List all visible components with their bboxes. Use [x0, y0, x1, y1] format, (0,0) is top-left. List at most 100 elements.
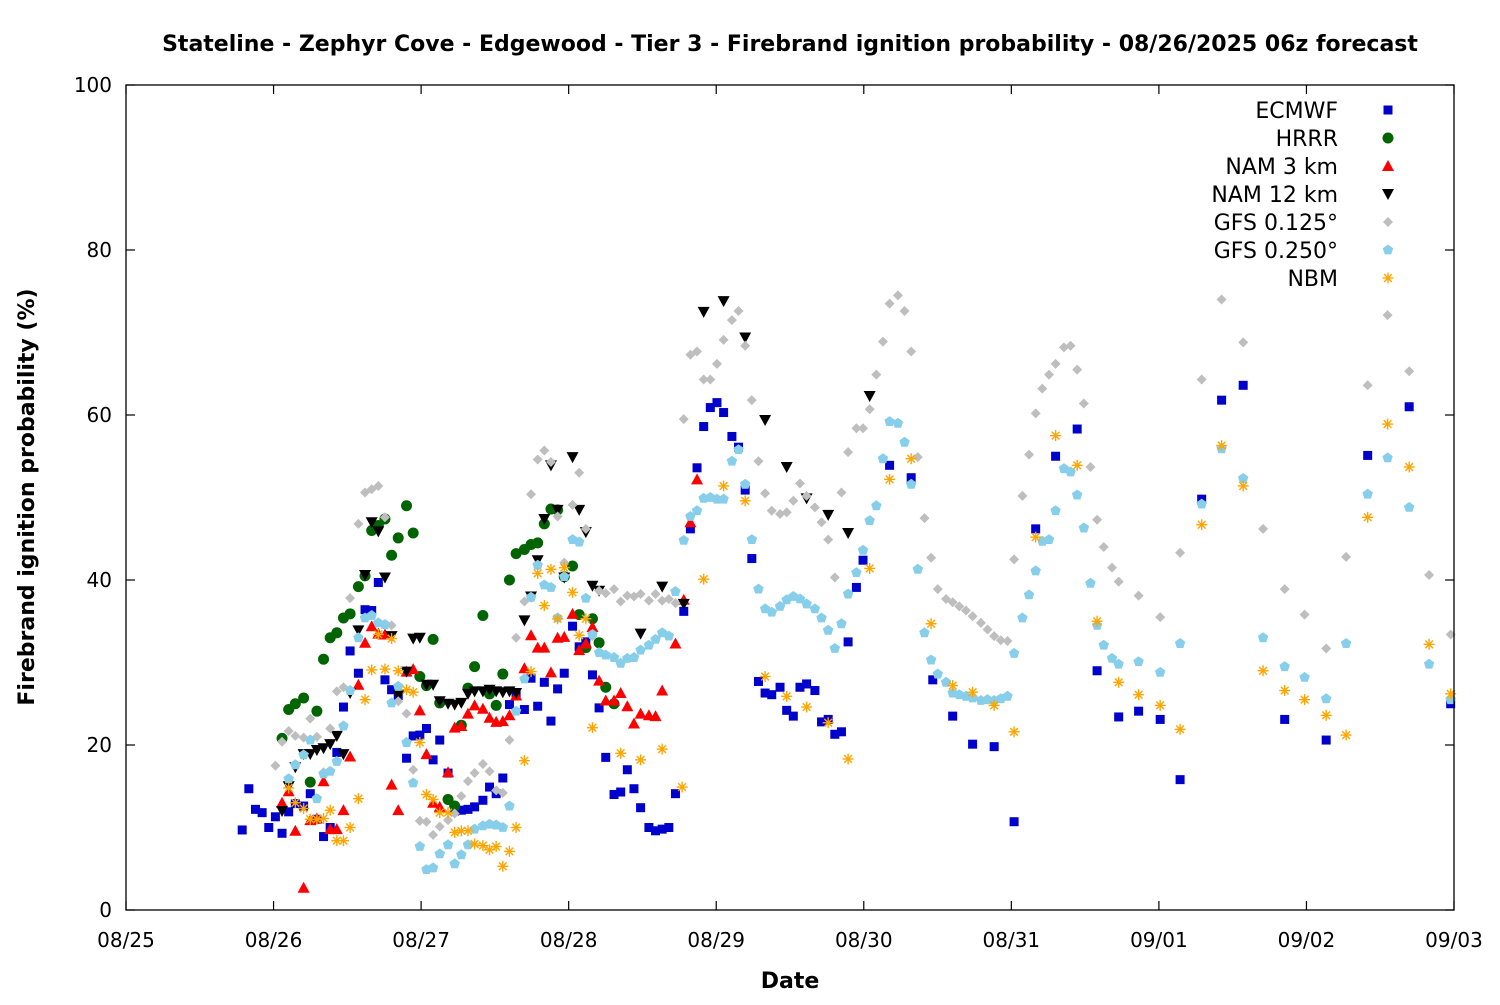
data-point	[427, 793, 439, 805]
data-point	[510, 822, 522, 833]
data-point	[420, 789, 432, 800]
legend-label: GFS 0.125°	[1214, 211, 1338, 236]
data-point	[567, 560, 579, 572]
data-point	[726, 315, 737, 326]
data-point	[414, 841, 426, 851]
data-point	[408, 764, 419, 775]
data-point	[449, 800, 461, 812]
data-point	[317, 743, 330, 755]
data-point	[497, 668, 509, 680]
data-point	[1133, 689, 1145, 701]
data-point	[566, 452, 579, 464]
data-point	[1050, 358, 1061, 369]
data-point	[324, 739, 337, 751]
series-gfs-0-250-	[283, 416, 1456, 874]
y-tick-label: 60	[87, 403, 112, 427]
data-point	[1113, 576, 1124, 587]
data-point	[449, 858, 460, 869]
data-point	[1279, 584, 1290, 595]
data-point	[428, 829, 439, 840]
data-point	[697, 306, 710, 318]
data-point	[353, 668, 363, 678]
data-point	[932, 668, 943, 679]
data-point	[1133, 656, 1144, 667]
data-point	[421, 816, 432, 827]
data-point	[967, 686, 979, 698]
data-point	[552, 511, 563, 522]
data-point	[331, 686, 342, 697]
data-point	[545, 457, 556, 468]
x-tick-label: 09/03	[1425, 928, 1483, 952]
data-point	[692, 463, 702, 473]
data-point	[836, 618, 847, 629]
data-point	[851, 567, 862, 577]
data-point	[462, 776, 473, 787]
data-point	[1321, 735, 1331, 745]
data-point	[1113, 676, 1125, 688]
data-point	[455, 825, 467, 837]
data-point	[698, 573, 710, 585]
data-point	[1237, 480, 1249, 492]
data-point	[498, 773, 508, 783]
data-point	[477, 758, 488, 769]
data-point	[497, 860, 509, 872]
data-point	[290, 730, 301, 741]
x-tick-label: 09/01	[1130, 928, 1188, 952]
data-point	[609, 790, 619, 799]
data-point	[1320, 693, 1332, 704]
data-point	[532, 567, 544, 579]
data-point	[311, 705, 323, 717]
data-point	[559, 668, 569, 678]
data-point	[733, 444, 744, 455]
data-point	[871, 369, 882, 380]
data-point	[546, 716, 556, 726]
data-point	[401, 500, 413, 512]
data-point	[469, 661, 481, 673]
data-point	[988, 699, 1000, 711]
data-point	[1092, 666, 1102, 676]
data-point	[392, 532, 404, 544]
data-point	[353, 632, 364, 643]
data-point	[551, 504, 564, 516]
data-point	[497, 787, 508, 798]
data-point	[926, 552, 937, 563]
data-point	[448, 699, 461, 711]
data-point	[733, 306, 744, 317]
data-point	[864, 562, 876, 574]
data-point	[415, 730, 425, 740]
data-point	[567, 499, 578, 510]
data-point	[699, 422, 709, 432]
data-point	[385, 778, 398, 790]
data-point	[366, 664, 378, 676]
data-point	[1340, 638, 1352, 648]
y-tick-label: 100	[74, 73, 112, 97]
data-point	[877, 453, 889, 464]
data-point	[393, 680, 404, 691]
series-nam-3-km	[276, 473, 704, 893]
axis-ticks: 08/25 08/26 08/27 08/28 08/29 08/30 08/31 09/01…	[74, 73, 1483, 952]
data-point	[573, 629, 585, 641]
data-point	[657, 824, 667, 834]
data-point	[823, 534, 834, 545]
data-point	[1341, 551, 1352, 562]
data-point	[816, 517, 827, 528]
data-point	[609, 584, 620, 595]
data-point	[663, 593, 674, 604]
data-point	[740, 340, 751, 351]
data-point	[726, 455, 738, 466]
data-point	[753, 676, 763, 686]
data-point	[809, 502, 820, 513]
data-point	[289, 797, 301, 809]
data-point	[1155, 714, 1165, 724]
data-point	[378, 628, 391, 640]
data-point	[1017, 490, 1028, 501]
data-point	[947, 597, 958, 608]
data-point	[442, 766, 455, 778]
data-point	[386, 549, 398, 561]
data-point	[485, 782, 495, 792]
data-point	[538, 513, 551, 525]
data-point	[905, 453, 917, 465]
data-point	[244, 784, 254, 794]
data-point	[365, 620, 378, 632]
data-point	[1098, 639, 1109, 650]
